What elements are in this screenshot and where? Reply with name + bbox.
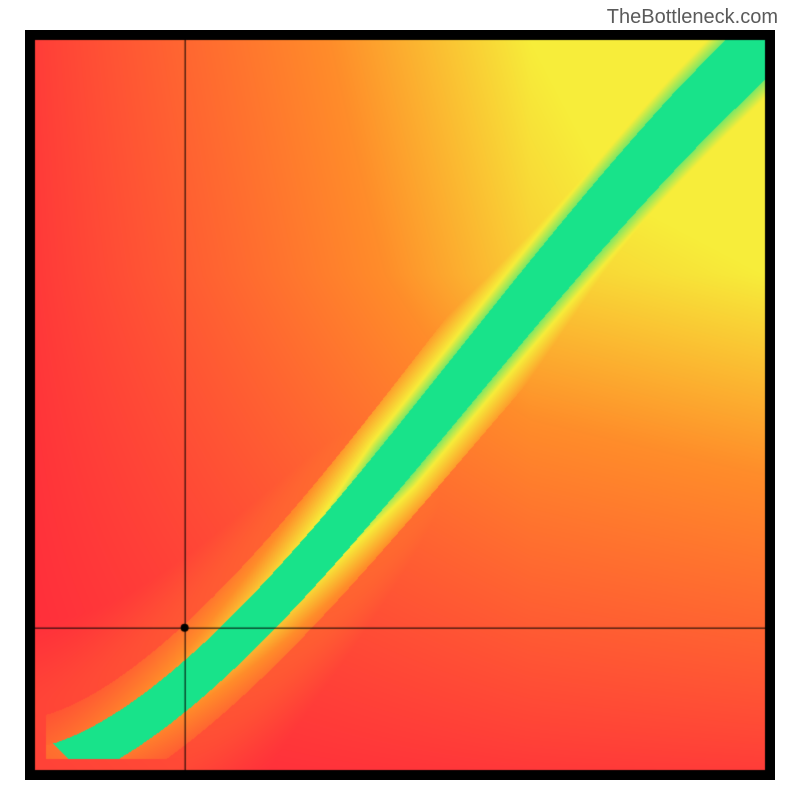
watermark-text: TheBottleneck.com [607,6,778,29]
chart-container: TheBottleneck.com [0,0,800,800]
heatmap-canvas [25,30,775,780]
plot-area [25,30,775,780]
